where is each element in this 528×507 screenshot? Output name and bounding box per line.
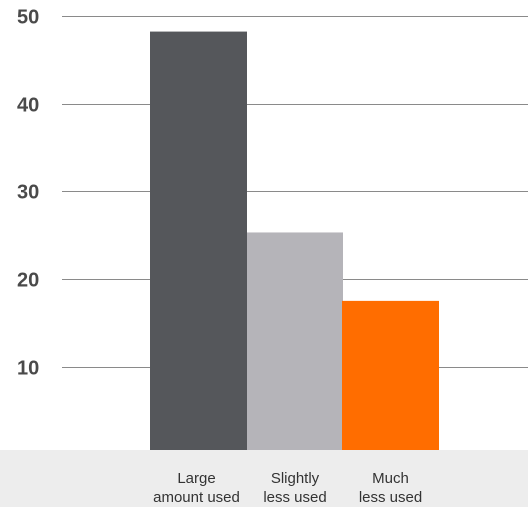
y-tick-label-20: 20 (17, 270, 39, 292)
bar-1 (150, 31, 247, 450)
y-axis-tick-labels: 10 20 30 40 50 (17, 7, 39, 380)
x-axis-band (0, 450, 528, 507)
x-category-label-3: Much less used (359, 470, 422, 506)
x-category-label-1: Large amount used (153, 470, 240, 506)
y-tick-label-30: 30 (17, 182, 39, 204)
x-category-label-2: Slightly less used (263, 470, 326, 506)
x-category-label-2-line-2: less used (263, 489, 326, 506)
x-category-label-3-line-2: less used (359, 489, 422, 506)
y-tick-label-40: 40 (17, 95, 39, 117)
bar-3 (342, 300, 439, 450)
x-category-label-2-line-1: Slightly (271, 470, 320, 487)
x-category-label-3-line-1: Much (372, 470, 409, 487)
bar-2 (247, 232, 343, 450)
y-tick-label-50: 50 (17, 7, 39, 29)
bars (150, 31, 439, 450)
x-category-label-1-line-1: Large (177, 470, 215, 487)
x-category-label-1-line-2: amount used (153, 489, 240, 506)
x-axis-category-labels: Large amount used Slightly less used Much les… (153, 470, 422, 506)
x-axis-band-layer (0, 450, 528, 507)
y-tick-label-10: 10 (17, 358, 39, 380)
